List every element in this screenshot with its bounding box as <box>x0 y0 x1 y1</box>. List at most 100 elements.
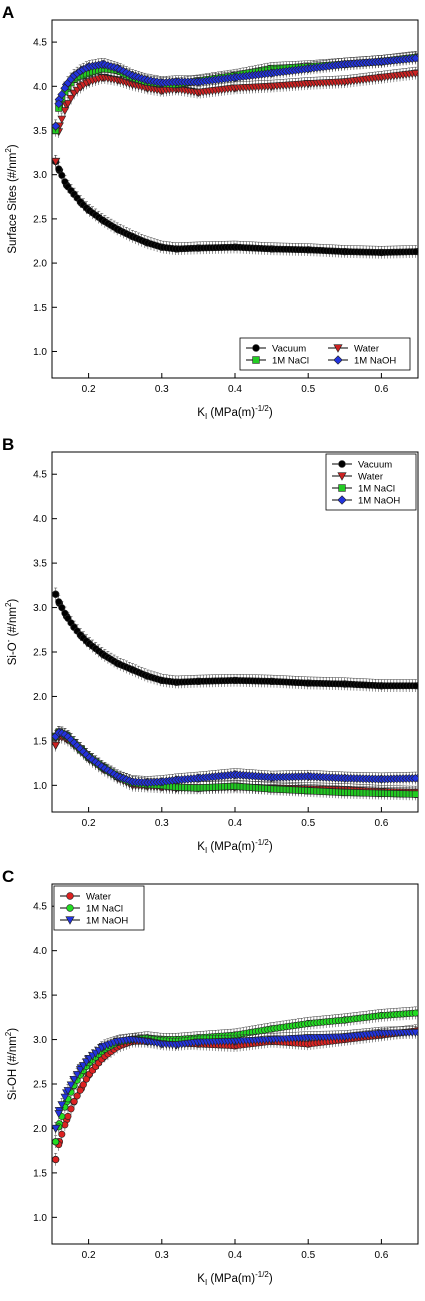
panel-a: A 1.0 1.5 2.0 2.5 3.0 3.5 4.0 4.5 0.2 0.3 0.4 0.5 0.6… <box>2 3 419 421</box>
x-tick-label: 0.4 <box>228 384 242 395</box>
series-marker <box>63 1087 73 1095</box>
x-tick-label: 0.2 <box>82 384 96 395</box>
legend-marker <box>65 916 75 925</box>
legend-label: Water <box>86 892 111 903</box>
series-marker <box>54 99 64 109</box>
legend-item: Vacuum <box>332 460 392 471</box>
y-tick-label: 4.5 <box>33 902 47 913</box>
series-marker <box>66 1081 76 1090</box>
x-axis-label-main: K <box>197 1273 205 1285</box>
x-tick-label: 0.6 <box>374 1250 388 1261</box>
legend-marker <box>66 904 74 912</box>
series-marker <box>60 1093 70 1102</box>
y-tick-label: 1.5 <box>33 303 47 314</box>
series-marker <box>55 598 63 606</box>
y-axis-label: Surface Sites (#/nm2) <box>4 144 19 253</box>
series-marker <box>52 1125 61 1133</box>
series-marker <box>411 248 418 256</box>
series-marker <box>79 1081 87 1089</box>
legend-marker <box>337 495 347 505</box>
series-marker <box>61 609 69 617</box>
y-tick-label: 2.5 <box>33 648 47 659</box>
y-tick-label: 2.0 <box>33 1124 47 1135</box>
legend-item: 1M NaOH <box>328 355 396 367</box>
series-marker <box>52 741 61 750</box>
legend-item: 1M NaOH <box>332 495 400 507</box>
legend-item: Water <box>332 472 383 483</box>
x-tick-label: 0.5 <box>301 384 315 395</box>
y-tick-label: 3.5 <box>33 559 47 570</box>
y-tick-label: 4.5 <box>33 470 47 481</box>
series-markers <box>52 69 418 167</box>
series-marker <box>52 1138 60 1146</box>
legend-marker <box>333 344 343 353</box>
panel-b: B 1.0 1.5 2.0 2.5 3.0 3.5 4.0 4.5 0.2 0.3 0.4 0.5 0.6… <box>2 435 419 855</box>
legend-label: 1M NaOH <box>86 916 128 927</box>
y-tick-label: 1.0 <box>33 347 47 358</box>
series-marker <box>58 171 66 179</box>
series-marker <box>411 69 418 78</box>
y-tick-label: 4.0 <box>33 514 47 525</box>
x-axis-label-sup: -1/2 <box>255 1270 269 1279</box>
x-axis-label: KI (MPa(m)-1/2) <box>197 404 273 421</box>
series-error-bars <box>54 154 417 259</box>
x-axis-label-sub: I <box>205 846 207 855</box>
legend-marker <box>66 892 74 900</box>
series-marker <box>55 165 63 173</box>
x-tick-label: 0.3 <box>155 384 169 395</box>
legend-marker <box>333 355 343 365</box>
series-error-bars <box>54 587 417 692</box>
y-tick-label: 3.5 <box>33 991 47 1002</box>
series-markers <box>52 53 418 131</box>
y-tick-label: 4.0 <box>33 946 47 957</box>
series-marker <box>64 1112 72 1120</box>
legend-label: 1M NaCl <box>358 484 395 495</box>
x-tick-label: 0.4 <box>228 818 242 829</box>
x-axis-label: KI (MPa(m)-1/2) <box>197 1270 273 1287</box>
legend-item: Water <box>328 344 379 355</box>
y-tick-label: 3.0 <box>33 603 47 614</box>
panel-label: A <box>2 3 14 22</box>
series-markers <box>52 157 418 257</box>
series-marker <box>410 773 418 783</box>
series-marker <box>411 1009 418 1017</box>
series-1m-naoh <box>52 1026 418 1135</box>
series-marker <box>411 1029 418 1037</box>
series-1m-nacl <box>52 726 418 801</box>
series-1m-nacl <box>52 1006 418 1148</box>
series-marker <box>61 178 69 186</box>
x-tick-label: 0.3 <box>155 1250 169 1261</box>
y-axis-label-charge: - <box>4 639 13 642</box>
x-tick-label: 0.2 <box>82 818 96 829</box>
y-axis-label-sup: 2 <box>4 602 13 607</box>
series-marker <box>52 590 60 598</box>
series-marker <box>70 1098 78 1106</box>
y-axis-label-rest: (#/nm <box>7 607 19 640</box>
series-marker <box>69 1075 79 1084</box>
legend-marker <box>338 460 346 468</box>
series-marker <box>57 90 67 99</box>
series-marker <box>58 1130 66 1138</box>
legend-label: Vacuum <box>358 460 392 471</box>
series-marker <box>57 115 67 124</box>
series-marker <box>73 1092 81 1100</box>
series-marker <box>72 1071 82 1079</box>
y-axis-label-sup: 2 <box>4 148 13 153</box>
legend-item: 1M NaOH <box>60 916 128 927</box>
y-tick-label: 1.0 <box>33 1213 47 1224</box>
series-marker <box>78 1062 88 1070</box>
series-marker <box>410 53 418 63</box>
x-axis-label-end: ) <box>269 1273 273 1285</box>
series-marker <box>411 790 418 798</box>
legend-label: Water <box>358 472 383 483</box>
x-tick-label: 0.5 <box>301 818 315 829</box>
series-marker <box>63 100 73 108</box>
plot-frame <box>51 883 419 1245</box>
y-tick-label: 1.5 <box>33 736 47 747</box>
series-1m-naoh <box>52 726 418 789</box>
y-axis-label: Si-O- (#/nm2) <box>4 599 19 666</box>
x-tick-label: 0.6 <box>374 818 388 829</box>
